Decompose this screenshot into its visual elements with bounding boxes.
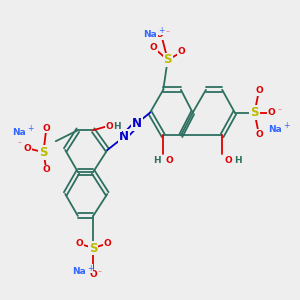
Text: O: O [166,156,174,165]
Text: H: H [235,156,242,165]
Text: O: O [255,86,263,95]
Text: S: S [164,53,172,66]
Text: Na: Na [268,125,282,134]
Text: O: O [43,124,50,133]
Text: Na: Na [143,30,157,39]
Text: O: O [24,144,32,153]
Text: O: O [178,47,186,56]
Text: O: O [43,165,50,174]
Text: Na: Na [72,267,86,276]
Text: N: N [132,117,142,130]
Text: ⁻: ⁻ [18,140,22,149]
Text: O: O [156,30,164,39]
Text: S: S [89,242,98,254]
Text: O: O [255,130,263,139]
Text: +: + [27,124,34,134]
Text: H: H [113,122,121,131]
Text: O: O [267,108,275,117]
Text: ⁻: ⁻ [165,28,169,37]
Text: O: O [106,122,113,131]
Text: O: O [150,43,158,52]
Text: O: O [103,239,111,248]
Text: S: S [250,106,259,119]
Text: ⁻: ⁻ [277,106,281,116]
Text: +: + [87,264,93,273]
Text: +: + [284,121,290,130]
Text: O: O [225,156,232,165]
Text: +: + [158,26,165,35]
Text: O: O [75,239,83,248]
Text: O: O [89,270,97,279]
Text: H: H [153,156,160,165]
Text: ⁻: ⁻ [98,268,102,277]
Text: S: S [39,146,48,159]
Text: Na: Na [12,128,26,137]
Text: N: N [119,130,129,143]
